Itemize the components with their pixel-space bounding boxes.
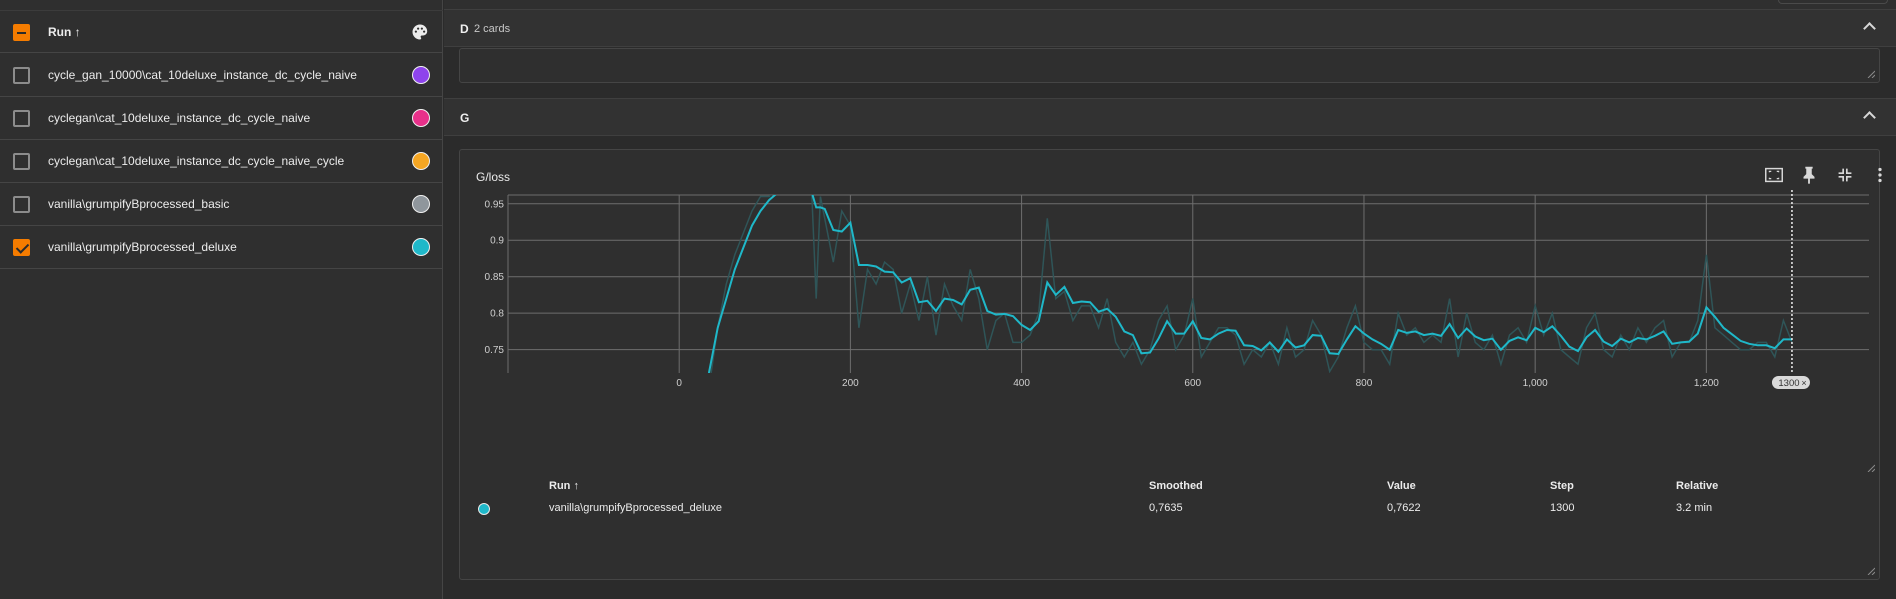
- legend-smoothed-value: 0,7635: [1149, 502, 1183, 514]
- main-panel: D 2 cards G G/loss: [444, 0, 1896, 599]
- chevron-up-icon[interactable]: [1863, 111, 1876, 124]
- run-column-header[interactable]: Run ↑: [48, 25, 81, 39]
- line-chart[interactable]: 0.75 0.8 0.85 0.9 0.95 0 200 400 600 800 1,000 1,20…: [460, 150, 1881, 460]
- x-tick-label: 600: [1184, 378, 1201, 389]
- run-checkbox[interactable]: [13, 67, 30, 84]
- y-tick-label: 0.75: [485, 345, 505, 356]
- y-tick-label: 0.8: [490, 309, 504, 320]
- run-checkbox[interactable]: [13, 110, 30, 127]
- runs-table-header: Run ↑: [0, 10, 443, 53]
- run-label: cyclegan\cat_10deluxe_instance_dc_cycle_…: [48, 154, 345, 168]
- run-color-swatch[interactable]: [412, 109, 430, 127]
- run-row[interactable]: vanilla\grumpifyBprocessed_deluxe: [0, 226, 443, 269]
- run-row[interactable]: vanilla\grumpifyBprocessed_basic: [0, 183, 443, 226]
- legend-header-step[interactable]: Step: [1550, 480, 1574, 492]
- run-label: vanilla\grumpifyBprocessed_basic: [48, 197, 230, 211]
- series-raw-line: [710, 195, 1793, 373]
- run-row[interactable]: cyclegan\cat_10deluxe_instance_dc_cycle_…: [0, 97, 443, 140]
- run-color-swatch[interactable]: [412, 152, 430, 170]
- run-color-swatch[interactable]: [412, 195, 430, 213]
- legend-run-name: vanilla\grumpifyBprocessed_deluxe: [549, 502, 723, 514]
- run-row[interactable]: cyclegan\cat_10deluxe_instance_dc_cycle_…: [0, 140, 443, 183]
- scalar-card-g-loss: G/loss 0.75 0.8 0.85 0.9 0.95 0 200 400 600 800 1,…: [459, 149, 1882, 580]
- x-tick-label: 1,200: [1694, 378, 1719, 389]
- group-header-g[interactable]: G: [444, 98, 1896, 136]
- run-label: cycle_gan_10000\cat_10deluxe_instance_dc…: [48, 68, 357, 82]
- legend-raw-value: 0,7622: [1387, 502, 1421, 514]
- card-title: G/loss: [476, 170, 511, 184]
- step-chip-label: 1300: [1778, 378, 1799, 389]
- series-smoothed-line: [707, 195, 1792, 373]
- run-row[interactable]: cycle_gan_10000\cat_10deluxe_instance_dc…: [0, 54, 443, 97]
- collapse-icon[interactable]: [1834, 164, 1856, 186]
- resize-grip-icon[interactable]: [1867, 567, 1875, 575]
- legend-relative-value: 3.2 min: [1676, 502, 1713, 514]
- run-color-swatch[interactable]: [412, 66, 430, 84]
- step-chip: [1771, 376, 1810, 389]
- runs-sidebar: Run ↑ cycle_gan_10000\cat_10deluxe_insta…: [0, 0, 443, 599]
- palette-icon[interactable]: [411, 23, 429, 41]
- x-tick-label: 800: [1356, 378, 1373, 389]
- run-checkbox[interactable]: [13, 239, 30, 256]
- x-tick-label: 400: [1013, 378, 1030, 389]
- x-tick-label: 1,000: [1523, 378, 1548, 389]
- run-checkbox[interactable]: [13, 196, 30, 213]
- run-label: cyclegan\cat_10deluxe_instance_dc_cycle_…: [48, 111, 311, 125]
- legend-step-value: 1300: [1550, 502, 1575, 514]
- x-tick-label: 0: [676, 378, 682, 389]
- more-vert-icon[interactable]: [1869, 164, 1891, 186]
- y-tick-label: 0.9: [490, 236, 504, 247]
- fullscreen-icon[interactable]: [1763, 164, 1785, 186]
- run-color-swatch[interactable]: [412, 238, 430, 256]
- chevron-up-icon[interactable]: [1863, 22, 1876, 35]
- collapsed-card: [459, 48, 1880, 83]
- legend-header-value[interactable]: Value: [1387, 480, 1416, 492]
- group-header-d[interactable]: D 2 cards: [444, 9, 1896, 47]
- y-tick-label: 0.95: [485, 199, 505, 210]
- legend-header-smoothed[interactable]: Smoothed: [1149, 480, 1203, 492]
- group-title: D: [460, 22, 469, 36]
- select-all-checkbox[interactable]: [13, 24, 30, 41]
- pin-icon[interactable]: [1798, 164, 1820, 186]
- run-label: vanilla\grumpifyBprocessed_deluxe: [48, 240, 237, 254]
- x-tick-label: 200: [842, 378, 859, 389]
- group-card-count: 2 cards: [474, 23, 511, 35]
- y-tick-label: 0.85: [485, 272, 505, 283]
- group-title: G: [460, 111, 470, 125]
- legend-header-relative[interactable]: Relative: [1676, 480, 1719, 492]
- legend-series-dot: [478, 503, 490, 515]
- toolbar-button[interactable]: [1778, 0, 1888, 4]
- step-chip-close-icon[interactable]: ×: [1801, 378, 1806, 388]
- resize-grip-icon[interactable]: [1867, 464, 1875, 472]
- legend-header-run[interactable]: Run ↑: [549, 480, 579, 492]
- resize-grip-icon[interactable]: [1867, 70, 1875, 78]
- run-checkbox[interactable]: [13, 153, 30, 170]
